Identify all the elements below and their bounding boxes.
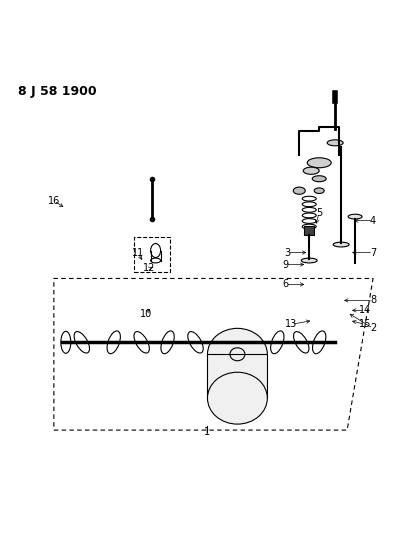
Text: 8: 8 bbox=[370, 295, 376, 305]
Text: 9: 9 bbox=[282, 260, 288, 270]
Text: 7: 7 bbox=[370, 247, 376, 257]
Text: 4: 4 bbox=[370, 216, 376, 225]
Ellipse shape bbox=[314, 188, 324, 193]
Text: 10: 10 bbox=[140, 309, 152, 319]
Polygon shape bbox=[207, 354, 267, 398]
Ellipse shape bbox=[207, 328, 267, 380]
Ellipse shape bbox=[293, 187, 305, 195]
Ellipse shape bbox=[327, 140, 343, 146]
Ellipse shape bbox=[348, 214, 362, 219]
Text: 1: 1 bbox=[204, 427, 211, 437]
Ellipse shape bbox=[207, 372, 267, 424]
Text: 8 J 58 1900: 8 J 58 1900 bbox=[18, 85, 97, 98]
Ellipse shape bbox=[303, 167, 319, 174]
Ellipse shape bbox=[333, 242, 349, 247]
Text: 13: 13 bbox=[285, 319, 297, 329]
Text: 3: 3 bbox=[284, 247, 290, 257]
FancyBboxPatch shape bbox=[304, 226, 314, 236]
Text: 15: 15 bbox=[359, 319, 371, 329]
Text: 11: 11 bbox=[132, 247, 144, 257]
Text: 12: 12 bbox=[143, 263, 156, 273]
Text: 2: 2 bbox=[370, 324, 376, 333]
Text: 14: 14 bbox=[359, 305, 371, 316]
Text: 16: 16 bbox=[48, 196, 60, 206]
Ellipse shape bbox=[301, 258, 317, 263]
Ellipse shape bbox=[312, 176, 326, 182]
Ellipse shape bbox=[307, 158, 331, 168]
Text: 6: 6 bbox=[282, 279, 288, 289]
Text: 5: 5 bbox=[316, 208, 322, 217]
